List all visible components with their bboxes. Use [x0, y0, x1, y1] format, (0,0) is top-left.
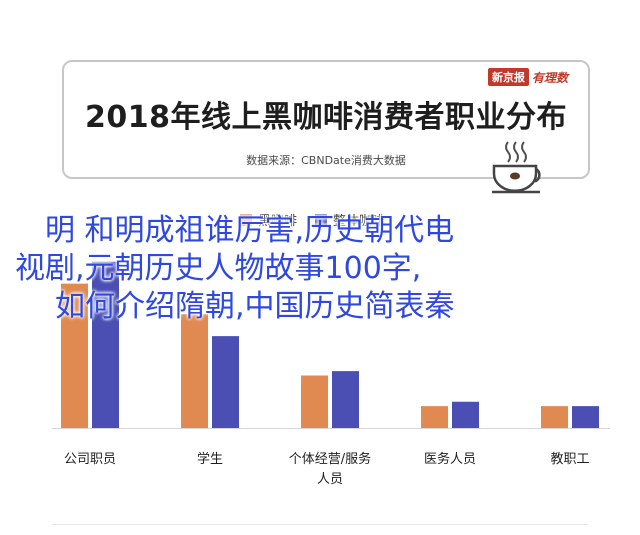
legend-item-series2: 整体咖啡: [315, 210, 385, 229]
category-label-3-line-2: 人员: [317, 472, 343, 487]
bar-2-5: [572, 406, 599, 428]
bar-1-3: [301, 375, 328, 428]
legend-swatch-series1: [240, 213, 252, 226]
bottom-divider: [52, 524, 588, 525]
legend-label-series2: 整体咖啡: [333, 214, 386, 229]
bar-2-1: [92, 261, 119, 428]
bar-1-4: [421, 406, 448, 428]
bar-1-1: [61, 283, 88, 428]
overlay-line-2: 视剧,元朝历史人物故事100字,: [15, 251, 422, 286]
category-label-5: 教职工: [550, 451, 589, 467]
category-label-3-line-1: 个体经营/服务: [289, 451, 371, 467]
chart-legend: 黑咖啡 整体咖啡: [240, 210, 385, 229]
chart-title: 2018年线上黑咖啡消费者职业分布: [85, 100, 567, 135]
title-panel: 新京报 有理数 2018年线上黑咖啡消费者职业分布 数据来源：CBNDate消费…: [62, 60, 590, 194]
publisher-logo: 新京报 有理数: [487, 68, 568, 86]
category-label-1: 公司职员: [64, 452, 116, 467]
legend-swatch-series2: [315, 213, 328, 226]
bar-2-4: [452, 401, 479, 428]
logo-script: 有理数: [531, 70, 568, 85]
logo-text: 新京报: [487, 68, 529, 86]
coffee-cup-icon: [492, 141, 541, 194]
legend-label-series1: 黑咖啡: [258, 214, 298, 229]
data-source: 数据来源：CBNDate消费大数据: [246, 154, 406, 167]
bar-2-3: [332, 371, 359, 428]
legend-item-series1: 黑咖啡: [240, 210, 297, 229]
category-label-2: 学生: [197, 451, 223, 467]
overlay-line-1: 明 和明成祖谁厉害,历史朝代电: [45, 213, 455, 248]
overlay-line-3: 如何介绍隋朝,中国历史简表秦: [55, 289, 455, 324]
overlay-text: 明 和明成祖谁厉害,历史朝代电 视剧,元朝历史人物故事100字, 如何介绍隋朝,…: [15, 212, 585, 326]
bar-2-2: [212, 336, 239, 428]
bar-1-2: [181, 314, 208, 428]
category-label-4: 医务人员: [424, 451, 476, 467]
bar-1-5: [541, 406, 568, 428]
